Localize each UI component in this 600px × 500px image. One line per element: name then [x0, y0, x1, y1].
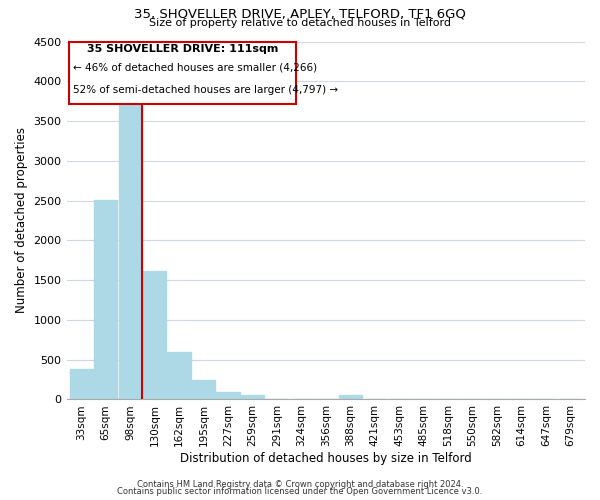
Text: Contains public sector information licensed under the Open Government Licence v3: Contains public sector information licen…: [118, 487, 482, 496]
Y-axis label: Number of detached properties: Number of detached properties: [15, 128, 28, 314]
Bar: [167, 352, 191, 400]
Bar: [119, 105, 142, 400]
FancyBboxPatch shape: [69, 42, 296, 104]
X-axis label: Distribution of detached houses by size in Telford: Distribution of detached houses by size …: [180, 452, 472, 465]
Text: 35, SHOVELLER DRIVE, APLEY, TELFORD, TF1 6GQ: 35, SHOVELLER DRIVE, APLEY, TELFORD, TF1…: [134, 8, 466, 20]
Bar: [338, 395, 362, 400]
Text: 52% of semi-detached houses are larger (4,797) →: 52% of semi-detached houses are larger (…: [73, 84, 338, 94]
Bar: [143, 272, 166, 400]
Bar: [217, 392, 239, 400]
Text: ← 46% of detached houses are smaller (4,266): ← 46% of detached houses are smaller (4,…: [73, 62, 317, 72]
Bar: [241, 395, 264, 400]
Bar: [94, 200, 117, 400]
Text: Contains HM Land Registry data © Crown copyright and database right 2024.: Contains HM Land Registry data © Crown c…: [137, 480, 463, 489]
Bar: [70, 369, 93, 400]
Bar: [192, 380, 215, 400]
Text: Size of property relative to detached houses in Telford: Size of property relative to detached ho…: [149, 18, 451, 28]
Text: 35 SHOVELLER DRIVE: 111sqm: 35 SHOVELLER DRIVE: 111sqm: [87, 44, 278, 54]
